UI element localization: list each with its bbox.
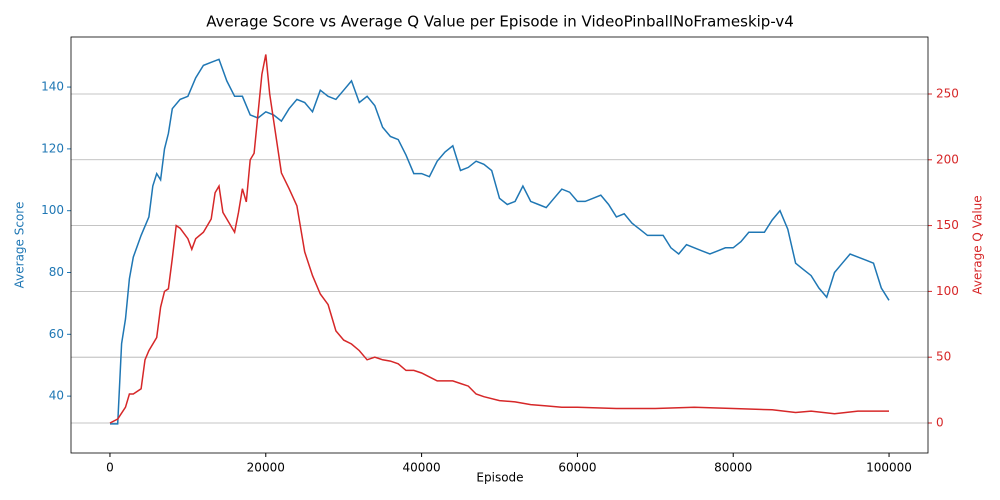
series-line (109, 54, 889, 424)
y2-tick-label: 0 (936, 415, 944, 429)
x-tick-label: 40000 (402, 461, 440, 475)
y-tick-label: 140 (41, 80, 64, 94)
y-tick-label: 120 (41, 141, 64, 155)
y-tick-label: 40 (49, 389, 64, 403)
y-axis-label: Average Score (13, 202, 27, 289)
x-tick-label: 60000 (558, 461, 596, 475)
y-tick-label: 60 (49, 327, 64, 341)
y2-tick-label: 200 (936, 152, 959, 166)
y2-axis-label: Average Q Value (971, 195, 985, 294)
y2-tick-label: 100 (936, 284, 959, 298)
x-tick-label: 0 (106, 461, 114, 475)
x-tick-label: 20000 (247, 461, 285, 475)
y-tick-label: 100 (41, 203, 64, 217)
y2-tick-label: 150 (936, 218, 959, 232)
x-tick-label: 80000 (714, 461, 752, 475)
x-tick-label: 100000 (866, 461, 912, 475)
y-tick-label: 80 (49, 265, 64, 279)
series-line (110, 58, 890, 425)
chart-title: Average Score vs Average Q Value per Epi… (206, 13, 794, 31)
x-axis-label: Episode (476, 471, 523, 485)
plot-frame (70, 36, 929, 454)
y2-tick-label: 250 (936, 86, 959, 100)
y2-tick-label: 50 (936, 350, 951, 364)
